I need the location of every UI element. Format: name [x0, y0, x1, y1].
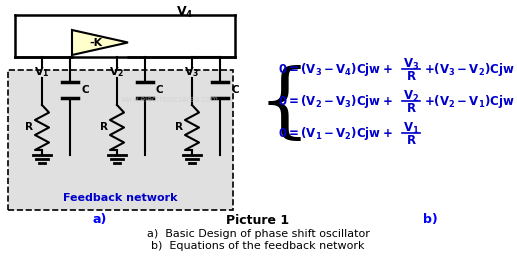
Text: R: R — [175, 122, 183, 133]
Text: $\mathbf{+ (V_3 - V_2)Cjw}$: $\mathbf{+ (V_3 - V_2)Cjw}$ — [424, 62, 515, 79]
Bar — [8, 70, 233, 210]
Text: C: C — [156, 85, 163, 95]
Text: $\mathbf{V_2}$: $\mathbf{V_2}$ — [403, 88, 419, 103]
Text: Feedback network: Feedback network — [63, 193, 178, 203]
Text: $\mathbf{V_4}$: $\mathbf{V_4}$ — [176, 4, 194, 20]
Text: $\mathbf{0 = (V_2 - V_3)Cjw +}$: $\mathbf{0 = (V_2 - V_3)Cjw +}$ — [278, 94, 393, 110]
Text: $\mathbf{V_3}$: $\mathbf{V_3}$ — [403, 56, 419, 72]
Text: $\mathbf{V_3}$: $\mathbf{V_3}$ — [185, 65, 200, 79]
Text: a): a) — [93, 213, 107, 226]
Text: $\mathbf{R}$: $\mathbf{R}$ — [405, 101, 416, 114]
Text: C: C — [81, 85, 88, 95]
Text: R: R — [100, 122, 108, 133]
Text: $\mathbf{0 = (V_1 - V_2)Cjw +}$: $\mathbf{0 = (V_1 - V_2)Cjw +}$ — [278, 126, 393, 142]
Text: Picture 1: Picture 1 — [226, 213, 290, 226]
Text: $\mathbf{V_1}$: $\mathbf{V_1}$ — [403, 120, 419, 135]
Text: $\mathbf{+ (V_2 - V_1)Cjw}$: $\mathbf{+ (V_2 - V_1)Cjw}$ — [424, 94, 515, 110]
Text: $\mathbf{R}$: $\mathbf{R}$ — [405, 69, 416, 82]
Text: www.electronicsarea.com: www.electronicsarea.com — [121, 95, 219, 105]
Text: -K: -K — [89, 37, 102, 48]
Text: b)  Equations of the feedback network: b) Equations of the feedback network — [151, 241, 365, 251]
Polygon shape — [72, 30, 128, 55]
Text: $\mathbf{R}$: $\mathbf{R}$ — [405, 133, 416, 146]
Text: $\mathbf{V_2}$: $\mathbf{V_2}$ — [109, 65, 125, 79]
Text: $\mathbf{V_1}$: $\mathbf{V_1}$ — [34, 65, 50, 79]
Text: C: C — [231, 85, 239, 95]
Text: a)  Basic Design of phase shift oscillator: a) Basic Design of phase shift oscillato… — [146, 229, 370, 239]
Text: b): b) — [422, 213, 437, 226]
Text: {: { — [258, 65, 311, 145]
Text: $\mathbf{0 = (V_3 - V_4)Cjw +}$: $\mathbf{0 = (V_3 - V_4)Cjw +}$ — [278, 62, 393, 79]
Text: R: R — [25, 122, 33, 133]
